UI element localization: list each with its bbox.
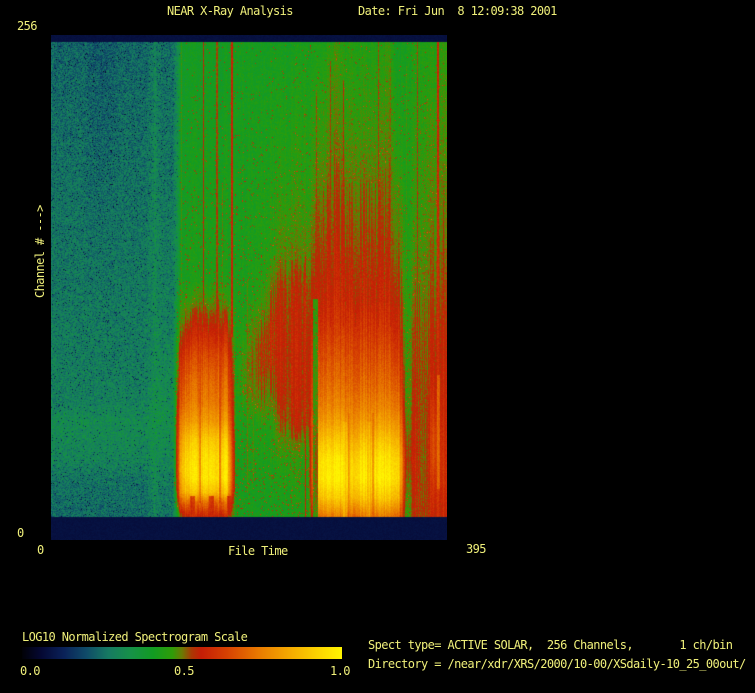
y-axis-label: Channel # ---> [33,205,47,298]
x-axis-tick-0: 0 [37,543,44,557]
colorbar-title: LOG10 Normalized Spectrogram Scale [22,630,248,644]
directory-info: Directory = /near/xdr/XRS/2000/10-00/XSd… [368,657,746,671]
colorbar-tick-05: 0.5 [174,664,194,678]
colorbar-tick-1: 1.0 [330,664,350,678]
colorbar-tick-0: 0.0 [20,664,40,678]
spectrogram-image [51,35,447,540]
spect-type-info: Spect type= ACTIVE SOLAR, 256 Channels, … [368,638,733,652]
page-title: NEAR X-Ray Analysis [167,4,293,18]
x-axis-label: File Time [228,544,288,558]
y-axis-tick-0: 0 [17,526,24,540]
y-axis-tick-256: 256 [17,19,37,33]
date-label: Date: Fri Jun 8 12:09:38 2001 [358,4,557,18]
x-axis-tick-395: 395 [466,542,486,556]
colorbar-gradient [22,647,342,659]
